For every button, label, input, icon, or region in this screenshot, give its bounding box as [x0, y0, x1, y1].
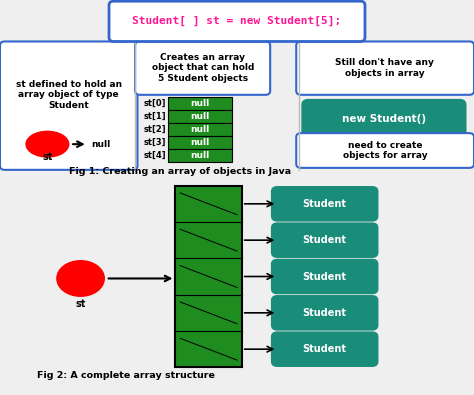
- Text: Student: Student: [303, 199, 346, 209]
- FancyBboxPatch shape: [272, 296, 378, 330]
- FancyBboxPatch shape: [109, 1, 365, 41]
- Bar: [168, 97, 232, 110]
- Text: new Student(): new Student(): [342, 113, 426, 124]
- Text: null: null: [91, 140, 110, 149]
- Ellipse shape: [26, 131, 69, 157]
- Text: st: st: [42, 152, 53, 162]
- Text: st[4]: st[4]: [143, 151, 166, 160]
- Text: st[2]: st[2]: [143, 125, 166, 134]
- FancyBboxPatch shape: [296, 133, 474, 168]
- Ellipse shape: [57, 261, 104, 296]
- FancyBboxPatch shape: [272, 223, 378, 257]
- FancyBboxPatch shape: [296, 41, 474, 95]
- Text: null: null: [191, 112, 210, 121]
- Text: st[1]: st[1]: [143, 112, 166, 121]
- Text: Student: Student: [303, 308, 346, 318]
- Text: st defined to hold an
array object of type
Student: st defined to hold an array object of ty…: [16, 80, 122, 110]
- Text: Still don't have any
objects in array: Still don't have any objects in array: [336, 58, 434, 78]
- Text: Student: Student: [303, 344, 346, 354]
- Text: Fig 1: Creating an array of objects in Java: Fig 1: Creating an array of objects in J…: [69, 167, 291, 176]
- Text: Creates an array
object that can hold
5 Student objects: Creates an array object that can hold 5 …: [152, 53, 254, 83]
- Text: st[0]: st[0]: [144, 99, 166, 108]
- Text: null: null: [191, 125, 210, 134]
- Text: Fig 2: A complete array structure: Fig 2: A complete array structure: [36, 371, 215, 380]
- Text: st[3]: st[3]: [144, 138, 166, 147]
- Bar: [175, 186, 242, 367]
- Bar: [168, 136, 232, 149]
- Text: need to create
objects for array: need to create objects for array: [343, 141, 427, 160]
- FancyBboxPatch shape: [0, 41, 137, 170]
- FancyBboxPatch shape: [272, 187, 378, 221]
- FancyBboxPatch shape: [272, 260, 378, 293]
- Bar: [168, 149, 232, 162]
- Text: null: null: [191, 99, 210, 108]
- FancyBboxPatch shape: [272, 332, 378, 366]
- FancyBboxPatch shape: [135, 41, 270, 95]
- Text: null: null: [191, 151, 210, 160]
- Text: st: st: [75, 299, 86, 309]
- Text: Student[ ] st = new Student[5];: Student[ ] st = new Student[5];: [132, 16, 342, 26]
- FancyBboxPatch shape: [302, 100, 465, 137]
- Text: null: null: [191, 138, 210, 147]
- Text: Student: Student: [303, 235, 346, 245]
- Bar: [168, 123, 232, 136]
- Text: Student: Student: [303, 271, 346, 282]
- Bar: [168, 110, 232, 123]
